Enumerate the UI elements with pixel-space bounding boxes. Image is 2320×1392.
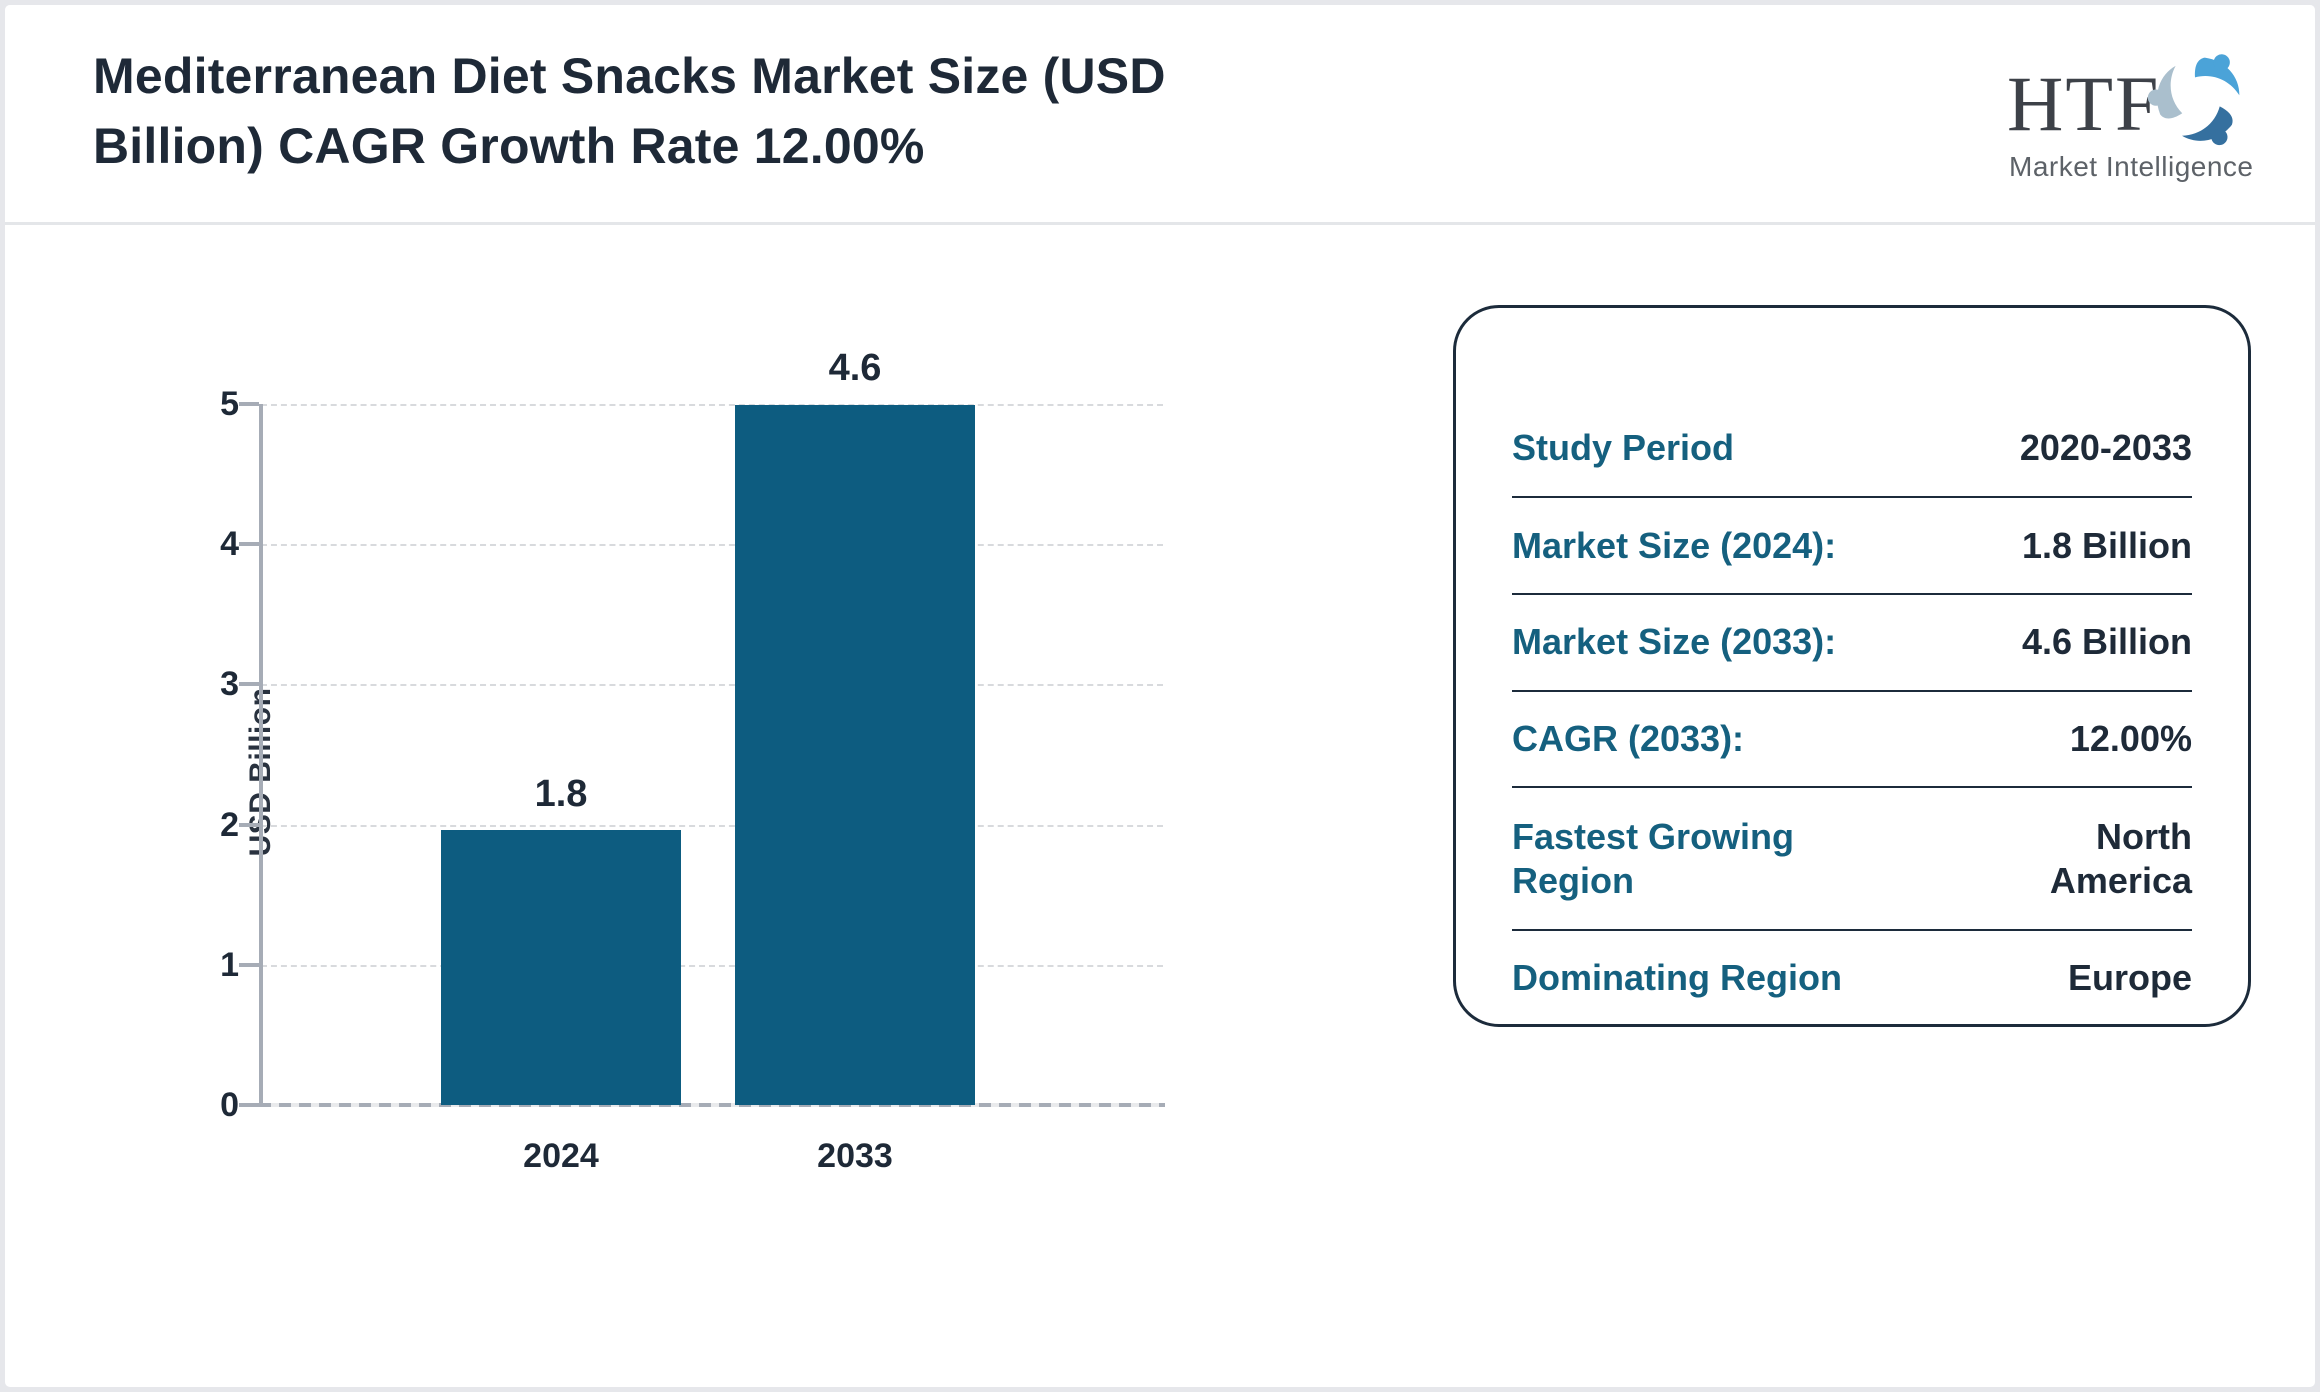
panel-row-value: Europe xyxy=(2067,956,2192,998)
page-title-line1: Mediterranean Diet Snacks Market Size (U… xyxy=(93,48,1166,104)
panel-row-label: CAGR (2033): xyxy=(1512,717,1745,759)
y-tick-mark xyxy=(239,1103,259,1107)
page-title: Mediterranean Diet Snacks Market Size (U… xyxy=(93,41,1166,181)
panel-row-label: Market Size (2024): xyxy=(1512,524,1837,566)
y-tick-mark xyxy=(239,402,259,406)
panel-row-label: Dominating Region xyxy=(1512,956,1842,998)
panel-divider xyxy=(1512,496,2192,499)
panel-row-value: 4.6 Billion xyxy=(2021,621,2192,663)
panel-row-market-size-2024: Market Size (2024): 1.8 Billion xyxy=(1512,498,2192,593)
x-tick-label-2033: 2033 xyxy=(817,1137,893,1175)
bar-value-label-2033: 4.6 xyxy=(828,347,882,389)
header-divider xyxy=(5,222,2315,225)
panel-row-label: Market Size (2033): xyxy=(1512,621,1837,663)
panel-row-cagr: CAGR (2033): 12.00% xyxy=(1512,692,2192,787)
page-title-line2: Billion) CAGR Growth Rate 12.00% xyxy=(93,118,925,174)
panel-row-label: Study Period xyxy=(1512,427,1735,469)
summary-panel: Study Period 2020-2033 Market Size (2024… xyxy=(1453,305,2251,1027)
panel-row-label: Fastest Growing Region xyxy=(1512,815,1795,901)
panel-divider xyxy=(1512,592,2192,595)
htf-logo-brand-text: HTF xyxy=(2007,60,2161,147)
y-tick-mark xyxy=(239,823,259,827)
y-tick-label: 1 xyxy=(220,946,239,984)
panel-row-fastest-growing-region: Fastest Growing Region North America xyxy=(1512,788,2192,929)
panel-row-dominating-region: Dominating Region Europe xyxy=(1512,931,2192,1024)
y-tick-label: 4 xyxy=(220,525,239,563)
panel-divider xyxy=(1512,786,2192,789)
header: Mediterranean Diet Snacks Market Size (U… xyxy=(5,5,2315,222)
panel-divider xyxy=(1512,689,2192,692)
panel-row-study-period: Study Period 2020-2033 xyxy=(1512,308,2192,496)
x-axis-line xyxy=(259,1103,1165,1107)
bar-chart: USD Billion 5 4 3 2 1 0 1.8 4.6 2024 203… xyxy=(5,225,1245,1225)
y-axis-line xyxy=(259,404,263,1107)
y-tick-label: 2 xyxy=(220,806,239,844)
gridline-1 xyxy=(261,965,1163,967)
y-tick-label: 5 xyxy=(220,385,239,423)
htf-logo-tagline: Market Intelligence xyxy=(2009,151,2254,182)
panel-divider xyxy=(1512,929,2192,932)
bar-2033 xyxy=(735,405,975,1105)
panel-row-value: 1.8 Billion xyxy=(2021,524,2192,566)
y-tick-mark xyxy=(239,963,259,967)
panel-row-value: 2020-2033 xyxy=(2019,427,2192,469)
htf-logo: HTF Market Intelligence xyxy=(2007,47,2257,197)
htf-swirl-icon xyxy=(2147,54,2240,146)
panel-row-value: 12.00% xyxy=(2069,717,2192,759)
htf-logo-row: HTF xyxy=(2007,47,2257,157)
gridline-4 xyxy=(261,544,1163,546)
y-tick-mark xyxy=(239,542,259,546)
x-tick-label-2024: 2024 xyxy=(523,1137,599,1175)
gridline-3 xyxy=(261,684,1163,686)
y-tick-label: 3 xyxy=(220,665,239,703)
panel-row-value: North America xyxy=(2049,815,2192,901)
y-tick-mark xyxy=(239,682,259,686)
bar-2024 xyxy=(441,830,681,1105)
gridline-2 xyxy=(261,825,1163,827)
y-tick-label: 0 xyxy=(220,1086,239,1124)
panel-row-market-size-2033: Market Size (2033): 4.6 Billion xyxy=(1512,595,2192,690)
gridline-5 xyxy=(261,404,1163,406)
bar-value-label-2024: 1.8 xyxy=(534,773,588,815)
